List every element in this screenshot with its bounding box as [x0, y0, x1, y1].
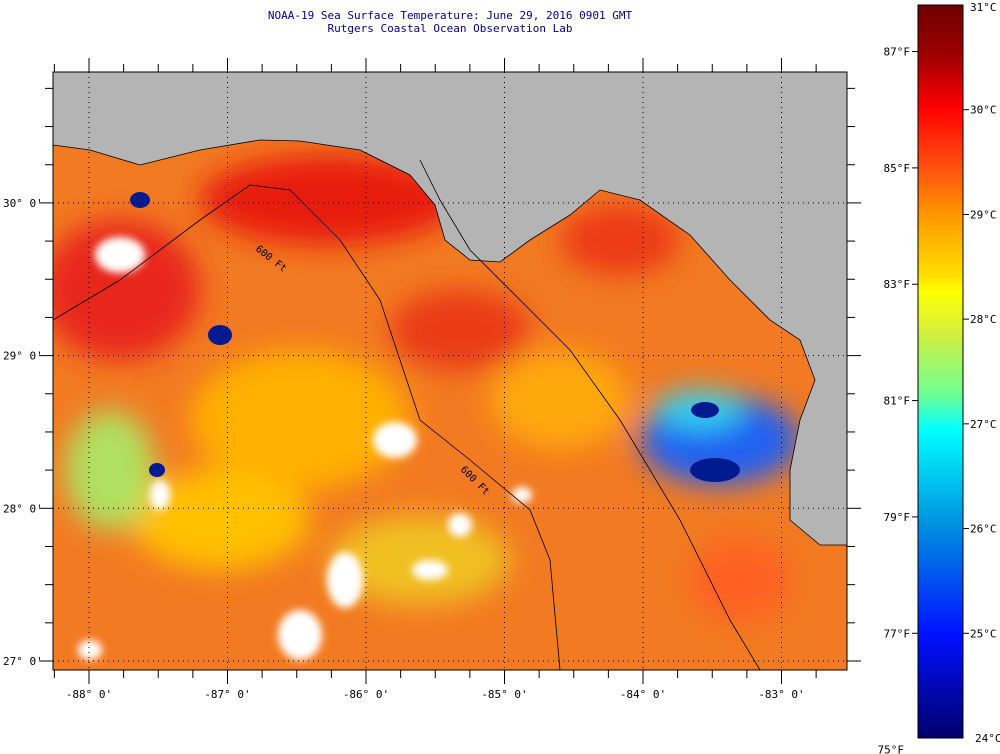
lon-label: -87° 0' [204, 688, 250, 701]
fahrenheit-label: 85°F [884, 162, 911, 175]
cloud-patch [512, 487, 532, 503]
depth-contour-eastern [419, 159, 761, 670]
celsius-label: 28°C [970, 313, 997, 326]
fahrenheit-label: 81°F [884, 395, 911, 408]
cloud-patch [150, 480, 170, 510]
moderate-region [490, 350, 630, 450]
cloud-patch [373, 422, 417, 458]
lat-label: 29° 0' [3, 350, 43, 363]
celsius-label: 29°C [970, 208, 997, 221]
temperature-regions [53, 155, 800, 620]
map-axes: -88° 0' -87° 0' -86° 0' -85° 0' -84° 0' -83° … [3, 58, 861, 701]
colorbar-axes: 31°C 30°C 29°C 28°C 27°C 26°C 25°C 24°C 87°F 85°F… [878, 1, 1000, 754]
fahrenheit-label: 75°F [878, 744, 905, 754]
lat-label: 30° 0' [3, 197, 43, 210]
lon-label: -84° 0' [620, 688, 666, 701]
moderate-region [330, 515, 510, 605]
map-title: NOAA-19 Sea Surface Temperature: June 29… [267, 9, 633, 22]
celsius-label: 30°C [970, 104, 997, 117]
map-frame [52, 71, 848, 671]
celsius-label: 31°C [970, 1, 997, 14]
lat-label: 27° 0' [3, 655, 43, 668]
sst-image: 600 Ft 600 Ft [53, 72, 847, 670]
warm-region [560, 205, 680, 275]
fahrenheit-label: 87°F [884, 46, 911, 59]
lon-label: -83° 0' [758, 688, 804, 701]
colorbar [917, 4, 964, 739]
warm-region [53, 220, 200, 360]
celsius-label: 25°C [970, 627, 997, 640]
sea-surface [53, 140, 847, 670]
celsius-label: 26°C [970, 523, 997, 536]
cloud-patch [327, 552, 363, 608]
cloud-patch [78, 640, 102, 660]
cloud-patch [95, 237, 145, 273]
lon-label: -86° 0' [343, 688, 389, 701]
lon-label: -85° 0' [481, 688, 527, 701]
cold-patches [130, 192, 740, 482]
cloud-patches [78, 237, 532, 660]
warm-region [200, 155, 460, 245]
warm-region [390, 290, 530, 370]
cold-patch [149, 463, 165, 477]
moderate-region [190, 350, 410, 490]
cloud-patch [448, 513, 472, 537]
cold-patch [208, 325, 232, 345]
cold-patch [690, 458, 740, 482]
cool-region [65, 410, 155, 530]
cold-patch [130, 192, 150, 208]
fahrenheit-label: 77°F [884, 627, 911, 640]
celsius-label: 24°C [975, 732, 1000, 745]
moderate-region [130, 470, 310, 570]
depth-contour-600ft [53, 184, 561, 670]
celsius-label: 27°C [970, 418, 997, 431]
cloud-patch [278, 610, 322, 660]
lat-label: 28° 0' [3, 502, 43, 515]
warm-region [690, 540, 790, 620]
cloud-patch [412, 560, 448, 580]
map-subtitle: Rutgers Coastal Ocean Observation Lab [327, 22, 573, 35]
lon-label: -88° 0' [66, 688, 112, 701]
coastline [53, 139, 847, 546]
fahrenheit-label: 83°F [884, 278, 911, 291]
fahrenheit-label: 79°F [884, 511, 911, 524]
cold-patch [691, 402, 719, 418]
